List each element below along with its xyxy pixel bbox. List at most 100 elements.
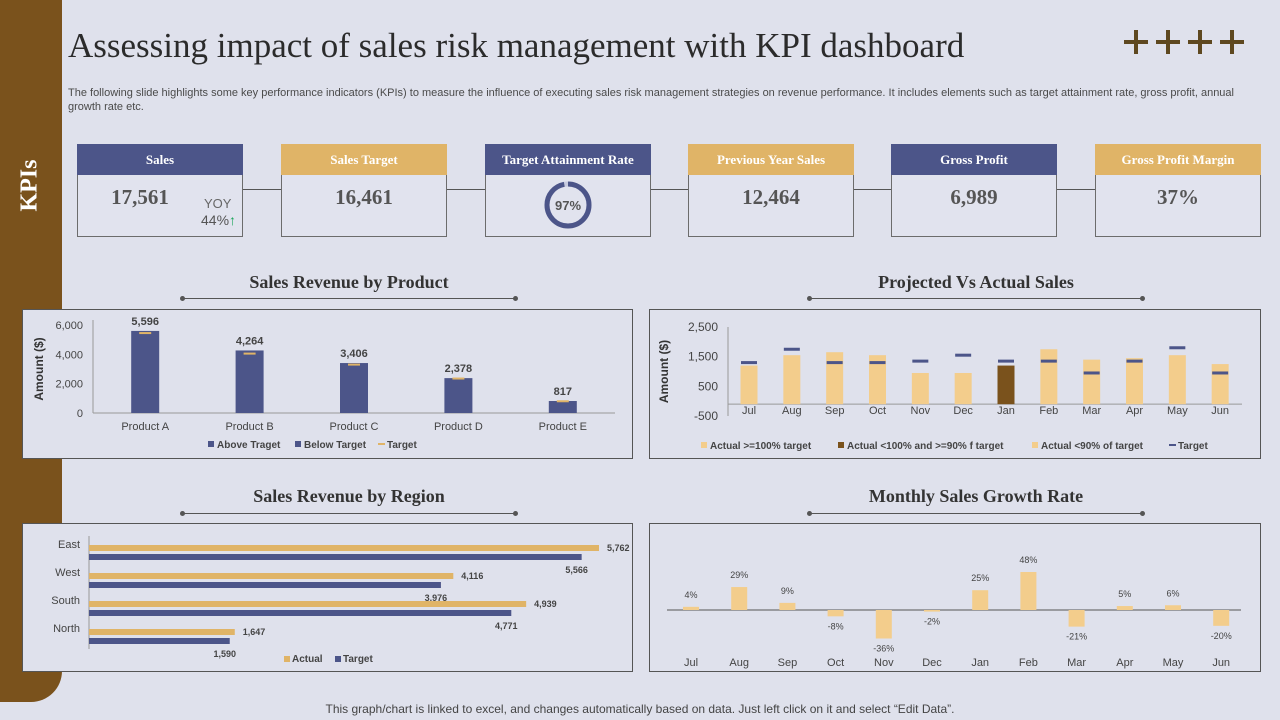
section-title-product: Sales Revenue by Product (249, 272, 449, 292)
bar (89, 629, 235, 635)
data-label: 817 (554, 386, 572, 398)
y-axis-title: Amount ($) (32, 337, 46, 400)
legend-label: Target (387, 440, 417, 451)
legend-label: Actual <100% and >=90% f target (847, 441, 1004, 452)
target-marker (783, 347, 800, 351)
attainment-ring-arc (544, 181, 592, 229)
y-tick-label: South (51, 595, 80, 607)
x-tick-label: Product D (434, 421, 483, 433)
x-tick-label: Oct (869, 405, 886, 417)
data-label: 1,647 (243, 627, 266, 637)
section-rule (807, 296, 1145, 301)
bar (1213, 610, 1230, 626)
data-label: 4,116 (461, 571, 483, 581)
kpi-connector-line (77, 189, 1261, 190)
x-tick-label: Feb (1019, 657, 1038, 669)
bar (340, 363, 368, 413)
data-label: 6% (1166, 588, 1179, 598)
kpi-value: 97% (555, 198, 581, 213)
kpi-card-previous-year-sales[interactable]: Previous Year Sales 12,464 (688, 144, 854, 237)
kpi-card-gross-profit[interactable]: Gross Profit 6,989 (891, 144, 1057, 237)
projected-chart-panel[interactable]: -500 500 1,500 2,500 Amount ($) Jul Aug Sep Oct N… (649, 309, 1261, 459)
kpi-value: 16,461 (335, 185, 393, 209)
legend-swatch (838, 442, 844, 448)
kpi-card-sales[interactable]: Sales 17,561 YOY 44%↑ (77, 144, 243, 237)
kpi-card-target-attainment[interactable]: Target Attainment Rate 97% (485, 144, 651, 237)
bar (869, 355, 886, 405)
bar (779, 602, 796, 610)
x-tick-label: Apr (1126, 405, 1143, 417)
growth-chart: 4% Jul 29% Aug 9% Sep -8% Oct -36% Nov -2% Dec 25% Ja… (667, 555, 1241, 669)
bar (444, 378, 473, 413)
kpi-label: Sales (77, 144, 243, 175)
bar (875, 610, 892, 639)
x-tick-label: Product B (225, 421, 273, 433)
bar (954, 372, 972, 405)
bar (827, 610, 844, 617)
legend-label: Actual >=100% target (710, 441, 812, 452)
bar (1068, 610, 1085, 627)
up-arrow-icon: ↑ (229, 212, 237, 228)
section-title-growth: Monthly Sales Growth Rate (868, 486, 1084, 506)
kpi-label: Sales Target (281, 144, 447, 175)
product-chart-panel[interactable]: 0 2,000 4,000 6,000 Amount ($) 5,596 Product A… (22, 309, 633, 459)
y-tick-label: 6,000 (55, 320, 83, 332)
bar (89, 573, 454, 579)
bar (1020, 572, 1037, 610)
kpi-card-sales-target[interactable]: Sales Target 16,461 (281, 144, 447, 237)
legend-swatch (295, 441, 301, 447)
data-label: 4,939 (534, 599, 557, 609)
data-label: 4,771 (495, 621, 518, 631)
y-axis-title: Amount ($) (657, 340, 671, 403)
bar (1040, 349, 1058, 405)
data-label: 5% (1118, 589, 1131, 599)
bar (924, 610, 940, 612)
section-title-projected: Projected Vs Actual Sales (878, 272, 1074, 292)
x-tick-label: May (1163, 657, 1184, 669)
kpi-label: Target Attainment Rate (485, 144, 651, 175)
y-tick-label: North (53, 623, 80, 635)
y-tick-label: 500 (698, 379, 718, 393)
section-rule (180, 296, 518, 301)
section-title-region: Sales Revenue by Region (253, 486, 445, 506)
x-tick-label: Jul (684, 657, 698, 669)
legend-label: Target (1178, 441, 1208, 452)
plus-icon (1220, 30, 1244, 54)
target-marker (139, 332, 152, 335)
yoy-label: YOY (204, 196, 232, 211)
data-label: 5,762 (607, 543, 630, 553)
growth-chart-panel[interactable]: 4% Jul 29% Aug 9% Sep -8% Oct -36% Nov -2% Dec 25% Ja… (649, 523, 1261, 672)
data-label: 3,976 (425, 593, 448, 603)
projected-chart: -500 500 1,500 2,500 Amount ($) Jul Aug Sep Oct N… (657, 320, 1242, 452)
data-label: -21% (1066, 632, 1087, 642)
y-tick-label: 4,000 (55, 349, 83, 361)
bar (89, 601, 527, 607)
data-label: 3,406 (340, 348, 368, 360)
x-tick-label: Apr (1116, 657, 1133, 669)
data-label: 9% (781, 586, 794, 596)
x-tick-label: Aug (729, 657, 749, 669)
bar (89, 610, 512, 616)
kpi-card-gross-profit-margin[interactable]: Gross Profit Margin 37% (1095, 144, 1261, 237)
y-tick-label: 2,000 (55, 379, 83, 391)
x-tick-label: Jan (971, 657, 989, 669)
region-chart: East 5,762 5,566 West 4,116 3,976 South 4,939 4,… (51, 536, 630, 665)
data-label: -36% (873, 644, 894, 654)
kpi-value: 12,464 (742, 185, 800, 209)
sidebar-label: KPIs (16, 159, 43, 212)
bar (683, 606, 699, 610)
product-chart: 0 2,000 4,000 6,000 Amount ($) 5,596 Product A… (32, 316, 615, 451)
bar (997, 365, 1015, 405)
x-tick-label: Jan (997, 405, 1015, 417)
x-tick-label: Oct (827, 657, 844, 669)
target-marker (826, 361, 843, 365)
bar (1168, 355, 1186, 405)
y-tick-label: East (58, 539, 80, 551)
target-marker (1212, 371, 1229, 375)
data-label: -20% (1211, 631, 1232, 641)
data-label: 1,590 (213, 649, 236, 659)
data-label: 25% (971, 573, 989, 583)
x-tick-label: Product C (330, 421, 379, 433)
region-chart-panel[interactable]: East 5,762 5,566 West 4,116 3,976 South 4,939 4,… (22, 523, 633, 672)
legend-label: Below Target (304, 440, 367, 451)
